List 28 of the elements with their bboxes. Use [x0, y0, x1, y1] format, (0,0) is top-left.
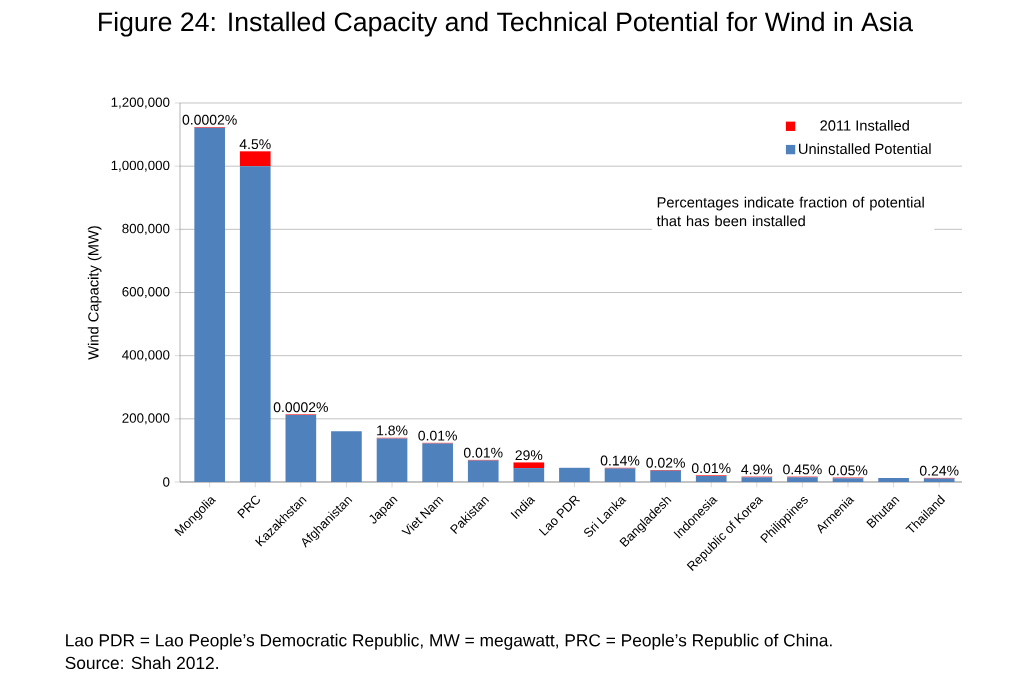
annotation: 0.01% — [418, 430, 457, 441]
annotation: 0.01% — [691, 463, 731, 474]
annotation: 1.8% — [377, 425, 408, 436]
annotation: 0.0002% — [273, 402, 328, 413]
annotation: 0.45% — [783, 464, 822, 475]
chart-title: Figure 24: Installed Capacity and Technical Potential for Wind in Asia — [99, 11, 913, 37]
y-axis-title: Wind Capacity (MW) — [87, 226, 102, 360]
annotation: 0.24% — [919, 465, 959, 476]
y-tick-label: 600,000 — [122, 287, 170, 299]
y-tick-label: 1,200,000 — [111, 97, 170, 109]
annotation: 0.0002% — [182, 114, 237, 125]
text: Lao PDR = Lao People’s Democratic Republic, MW = megawatt, PRC = People’s Republic of China. — [66, 633, 832, 650]
annotation: 4.9% — [741, 464, 773, 475]
y-tick-label: 0 — [163, 477, 170, 487]
annotation: 0.02% — [646, 457, 685, 468]
annotation: 0.01% — [463, 447, 503, 458]
annotation: 29% — [515, 450, 543, 461]
annotation: 0.14% — [600, 455, 640, 466]
y-tick-label: 1,000,000 — [111, 160, 170, 172]
annotation: 4.5% — [239, 139, 271, 150]
y-tick-label: 200,000 — [122, 413, 170, 425]
legend-label: 2011 Installed — [820, 119, 909, 131]
source-note: Source: Shah 2012. — [65, 656, 218, 670]
y-tick-label: 400,000 — [122, 350, 170, 362]
annotation: 0.05% — [828, 465, 868, 476]
legend-label: Uninstalled Potential — [799, 143, 931, 155]
y-tick-label: 800,000 — [122, 223, 170, 235]
annotation: Percentages indicate fraction of potential that has been installed — [656, 196, 924, 227]
